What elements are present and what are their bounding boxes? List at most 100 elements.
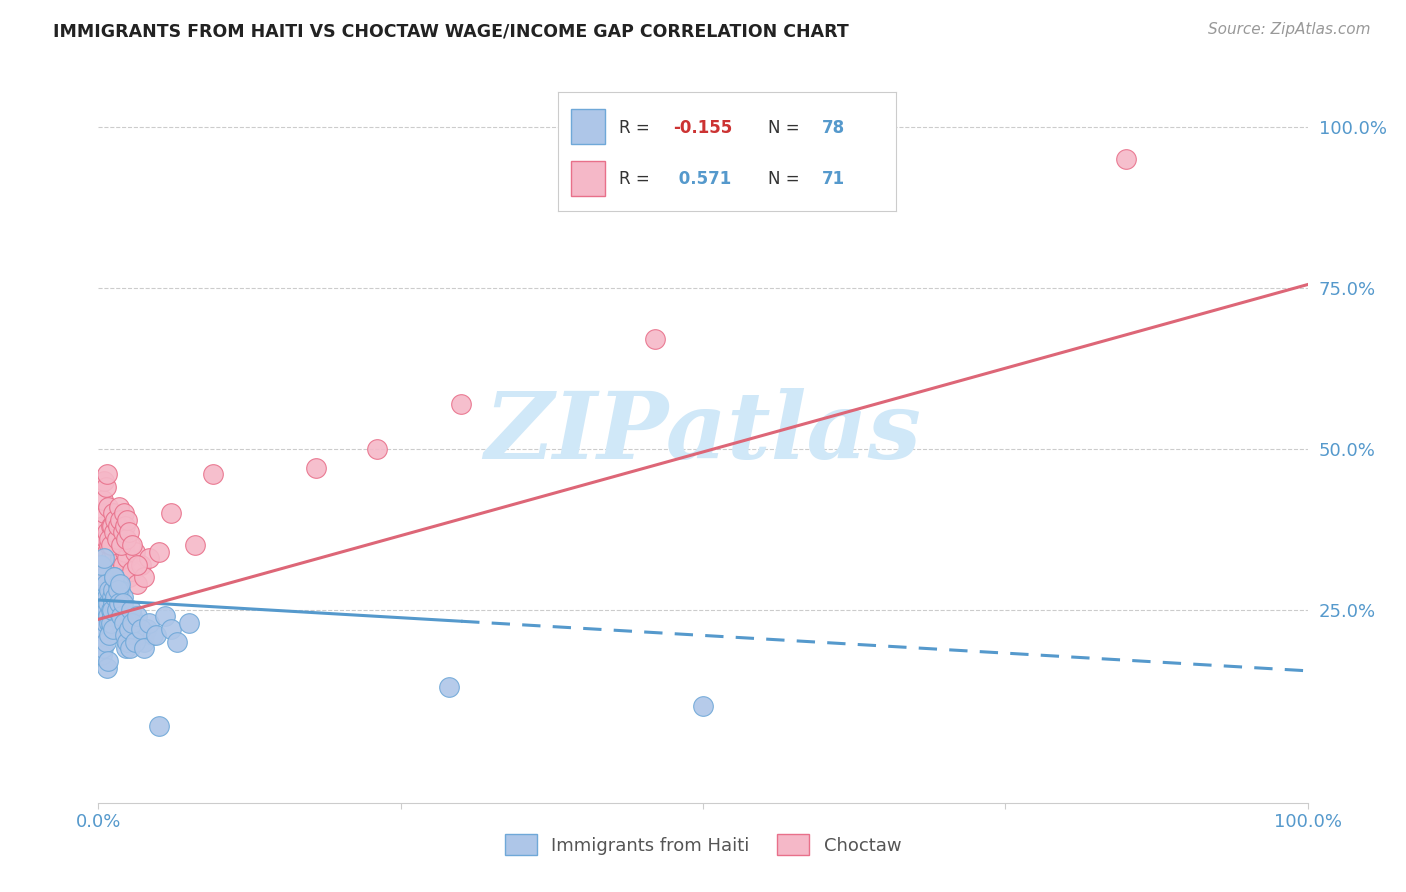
Point: [101, 622, 124, 636]
Point: [96, 545, 118, 559]
Point: [115, 532, 138, 546]
Point: [93, 558, 115, 572]
Point: [120, 602, 142, 616]
Point: [98, 532, 121, 546]
Point: [103, 570, 125, 584]
Point: [118, 635, 141, 649]
Point: [118, 641, 141, 656]
Point: [108, 596, 131, 610]
Point: [91, 493, 114, 508]
Point: [101, 583, 124, 598]
Point: [145, 628, 167, 642]
Point: [98, 583, 121, 598]
Text: ZIPatlas: ZIPatlas: [485, 388, 921, 477]
Point: [118, 615, 141, 630]
Point: [114, 545, 136, 559]
Point: [90, 590, 112, 604]
Point: [117, 512, 139, 526]
Point: [160, 506, 183, 520]
Point: [91, 551, 114, 566]
Point: [134, 641, 156, 656]
Point: [91, 641, 114, 656]
Text: IMMIGRANTS FROM HAITI VS CHOCTAW WAGE/INCOME GAP CORRELATION CHART: IMMIGRANTS FROM HAITI VS CHOCTAW WAGE/IN…: [53, 22, 849, 40]
Point: [148, 718, 170, 732]
Point: [184, 538, 207, 552]
Point: [112, 538, 135, 552]
Point: [103, 570, 125, 584]
Point: [115, 641, 138, 656]
Point: [93, 596, 115, 610]
Point: [100, 532, 122, 546]
Point: [97, 500, 120, 514]
Point: [124, 545, 146, 559]
Point: [305, 461, 328, 475]
Point: [105, 532, 128, 546]
Point: [97, 564, 120, 578]
Point: [114, 628, 136, 642]
Point: [100, 615, 122, 630]
Point: [97, 654, 120, 668]
Point: [117, 551, 139, 566]
Point: [107, 538, 129, 552]
Point: [104, 590, 127, 604]
Point: [138, 615, 160, 630]
Point: [100, 590, 122, 604]
Point: [91, 519, 114, 533]
Point: [91, 538, 114, 552]
Point: [112, 602, 135, 616]
Point: [96, 602, 118, 616]
Point: [135, 622, 157, 636]
Point: [101, 506, 124, 520]
Legend: Immigrants from Haiti, Choctaw: Immigrants from Haiti, Choctaw: [495, 825, 911, 864]
Point: [108, 512, 131, 526]
Point: [138, 551, 160, 566]
Point: [692, 699, 714, 714]
Point: [107, 519, 129, 533]
Point: [94, 570, 117, 584]
Point: [118, 538, 141, 552]
Point: [100, 519, 122, 533]
Point: [105, 532, 128, 546]
Point: [94, 577, 117, 591]
Point: [114, 622, 136, 636]
Text: Source: ZipAtlas.com: Source: ZipAtlas.com: [1208, 22, 1371, 37]
Point: [179, 615, 201, 630]
Point: [644, 332, 666, 346]
Point: [107, 577, 129, 591]
Point: [96, 590, 118, 604]
Point: [105, 590, 128, 604]
Point: [160, 622, 183, 636]
Point: [127, 628, 149, 642]
Point: [101, 596, 124, 610]
Point: [117, 635, 139, 649]
Point: [100, 609, 122, 624]
Point: [93, 570, 115, 584]
Point: [91, 648, 114, 662]
Point: [127, 577, 149, 591]
Point: [100, 602, 122, 616]
Point: [115, 532, 138, 546]
Point: [112, 615, 135, 630]
Point: [103, 525, 125, 540]
Point: [104, 570, 127, 584]
Point: [103, 545, 125, 559]
Point: [111, 558, 134, 572]
Point: [134, 570, 156, 584]
Point: [111, 596, 134, 610]
Point: [104, 602, 127, 616]
Point: [108, 551, 131, 566]
Point: [100, 519, 122, 533]
Point: [91, 583, 114, 598]
Point: [366, 442, 388, 456]
Point: [129, 622, 152, 636]
Point: [100, 602, 122, 616]
Point: [93, 474, 115, 488]
Point: [105, 602, 128, 616]
Point: [104, 512, 127, 526]
Point: [124, 635, 146, 649]
Point: [166, 635, 188, 649]
Point: [110, 525, 132, 540]
Point: [153, 609, 176, 624]
Point: [110, 602, 132, 616]
Point: [134, 628, 156, 642]
